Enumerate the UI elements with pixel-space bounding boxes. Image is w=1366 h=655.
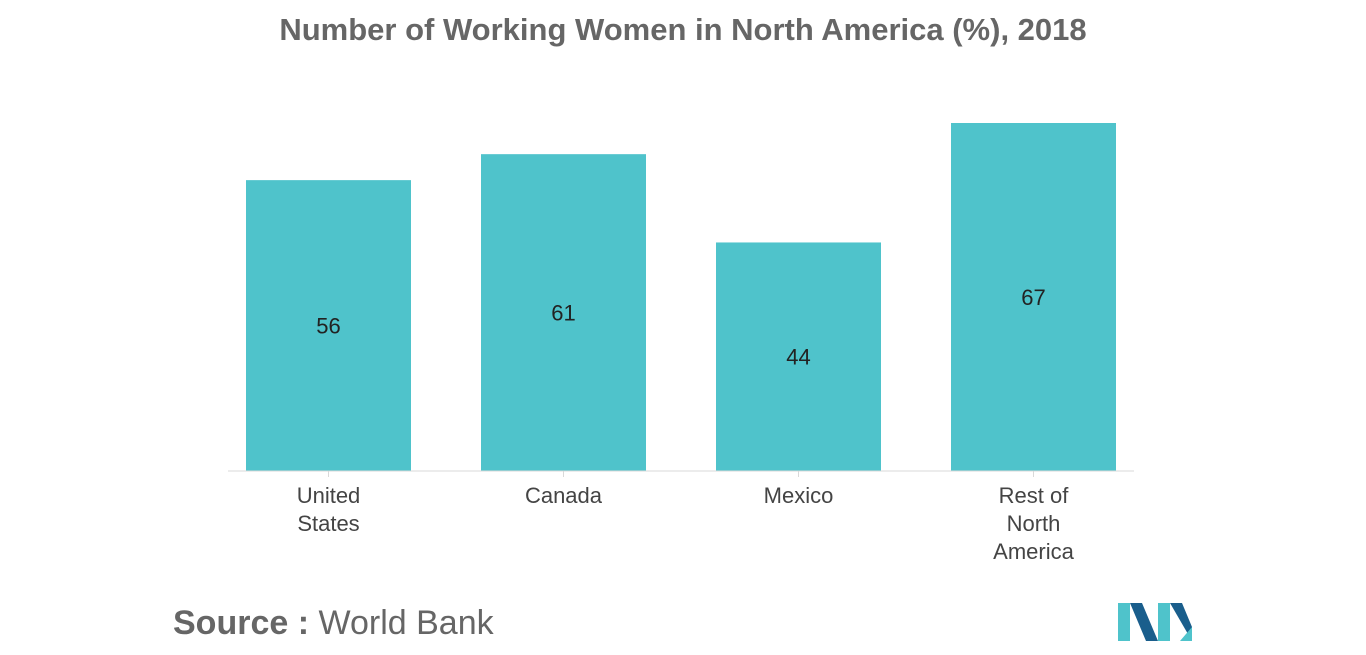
category-labels-group: United States Canada Mexico Rest of North Amer… (297, 483, 1075, 564)
logo-shape-5 (1180, 627, 1192, 641)
category-label: Rest of North America (993, 483, 1074, 564)
category-label: Canada (525, 483, 603, 508)
data-label: 56 (316, 314, 340, 339)
x-axis-ticks (328, 471, 1034, 477)
source-value: World Bank (318, 604, 494, 642)
data-label: 67 (1021, 285, 1045, 310)
company-logo-icon (1118, 603, 1192, 641)
logo-shape-3 (1158, 603, 1170, 641)
data-label: 61 (551, 301, 575, 326)
source-label: Source : (173, 604, 310, 642)
bar (246, 180, 411, 471)
logo-shape-4 (1170, 603, 1192, 641)
bar (716, 242, 881, 471)
data-label: 44 (786, 345, 810, 370)
bar (951, 123, 1116, 471)
chart-title: Number of Working Women in North America… (279, 12, 1087, 47)
bars-group (246, 123, 1116, 471)
source-note: Source : World Bank (173, 604, 494, 643)
logo-shape-1 (1118, 603, 1130, 641)
bar (481, 154, 646, 471)
category-label: Mexico (764, 483, 834, 508)
data-labels-group: 56 61 44 67 (316, 285, 1045, 370)
logo-shape-2 (1130, 603, 1158, 641)
category-label: United States (297, 483, 361, 536)
